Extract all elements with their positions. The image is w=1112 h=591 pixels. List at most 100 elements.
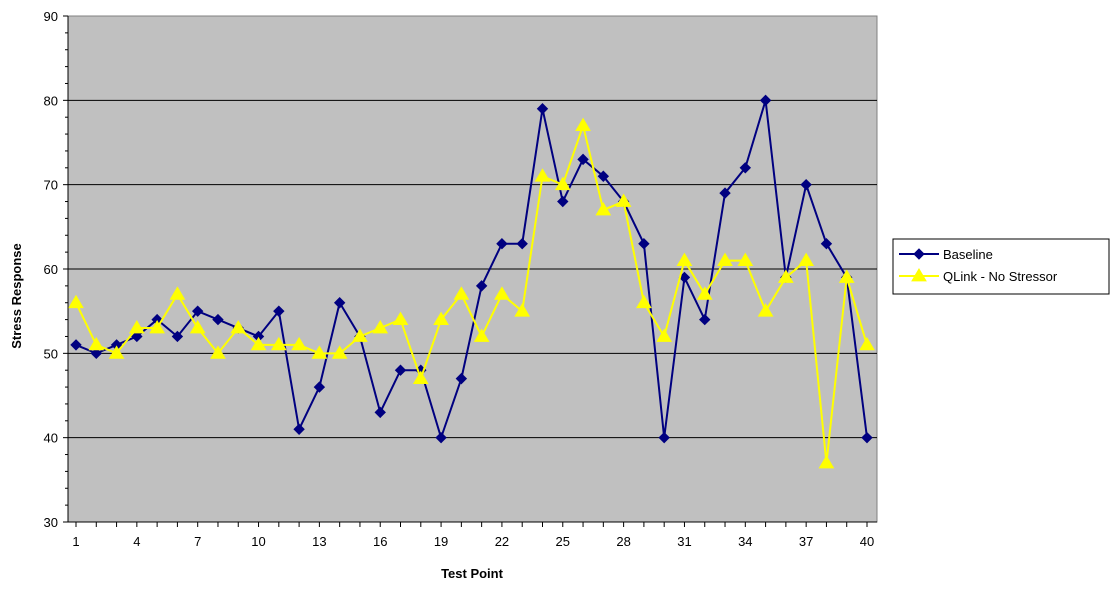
data-point [250,336,267,351]
x-tick-label: 7 [194,534,201,549]
data-point [536,103,549,115]
data-point [739,162,752,174]
data-point [394,364,407,376]
y-tick-label: 90 [44,9,58,24]
y-axis-label: Stress Response [9,243,24,349]
legend: Baseline QLink - No Stressor [892,238,1110,295]
y-tick-label: 40 [44,431,58,446]
series-line [75,100,868,441]
data-point [737,252,754,266]
data-point [453,286,470,300]
data-point [392,311,409,325]
data-point [291,336,307,351]
data-point [636,294,652,309]
data-point [514,303,531,317]
data-point [800,178,812,191]
data-point [412,370,429,385]
data-point [88,336,105,351]
data-point [719,187,731,199]
data-point [496,237,508,250]
data-point [473,328,490,342]
legend-swatch-marker [913,248,925,260]
data-point [293,423,305,435]
data-point [777,269,794,283]
data-point [757,303,774,317]
data-point [798,252,815,266]
data-point [374,406,386,419]
x-tick-label: 19 [434,534,448,549]
data-point [861,431,873,444]
x-tick-label: 22 [495,534,509,549]
data-point [656,328,673,342]
data-point [169,286,186,300]
data-point [311,345,328,359]
data-point [597,170,610,182]
data-point [90,347,102,360]
data-point [455,372,468,385]
data-point [475,280,488,292]
data-point [575,117,591,132]
data-point [230,320,247,334]
data-point [638,237,650,250]
data-point [516,237,528,250]
data-point [759,94,772,107]
y-tick-label: 50 [44,346,58,361]
data-point [212,313,224,326]
data-point [270,336,287,351]
data-point [699,313,711,326]
data-point [331,345,348,359]
x-tick-label: 37 [799,534,813,549]
data-point [494,286,510,300]
data-point [68,294,84,309]
data-point [191,305,204,317]
data-point [70,339,82,351]
data-point [577,153,589,166]
x-tick-label: 34 [738,534,752,549]
x-tick-label: 10 [251,534,265,549]
data-point [696,286,713,300]
x-tick-label: 25 [556,534,570,549]
legend-swatch-marker [911,268,927,282]
data-point [818,454,835,469]
x-tick-label: 40 [860,534,874,549]
data-point [820,237,833,250]
plot-area-group: 30 40 50 60 70 80 90 1 4 7 10 13 16 19 22 25 28 31 34 37 40 [44,9,878,549]
data-point [433,311,449,325]
data-point [108,345,125,359]
data-point [313,381,326,393]
data-point [171,330,184,343]
data-point [658,431,670,444]
y-tick-label: 60 [44,262,58,277]
data-point [859,336,875,351]
data-point [838,269,855,283]
legend-entry: Baseline [943,247,993,262]
data-point [131,330,143,343]
x-axis-label: Test Point [441,566,504,581]
data-point [352,328,368,342]
y-tick-label: 70 [44,178,58,193]
data-point [210,345,226,359]
y-tick-label: 30 [44,515,58,530]
data-point [615,193,632,207]
x-tick-label: 4 [133,534,140,549]
legend-box [892,238,1110,295]
data-point [534,168,551,182]
y-tick-label: 80 [44,93,58,108]
data-point [676,252,693,266]
x-tick-label: 1 [72,534,79,549]
data-point [557,195,569,208]
data-point [128,320,145,334]
x-tick-label: 16 [373,534,387,549]
x-tick-label: 13 [312,534,326,549]
data-point [273,305,285,317]
data-point [554,176,571,191]
x-tick-label: 31 [677,534,691,549]
legend-entry: QLink - No Stressor [943,269,1058,284]
x-tick-label: 28 [616,534,630,549]
data-point [372,320,389,334]
data-point [333,297,346,309]
data-point [595,201,612,216]
data-point [717,252,733,266]
series-line [75,122,868,464]
